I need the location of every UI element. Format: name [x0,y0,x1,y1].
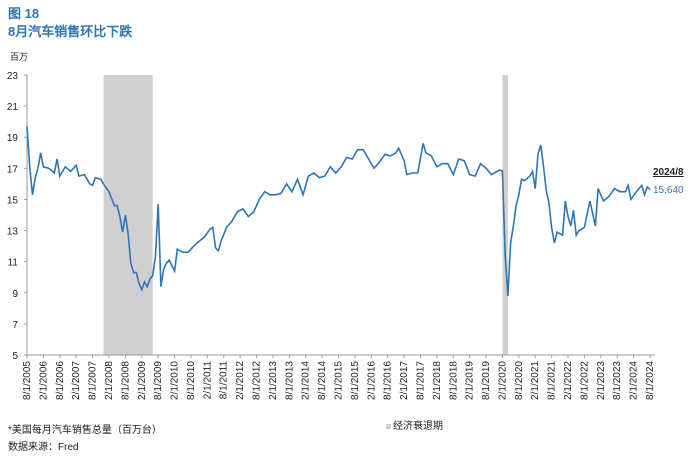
x-tick-label: 8/1/2016 [383,361,394,400]
x-tick-label: 2/1/2009 [137,361,148,400]
x-tick-label: 2/1/2016 [366,361,377,400]
chart-title: 图 18 [8,6,39,21]
annotation-date: 2024/8 [653,167,684,178]
x-tick-label: 2/1/2013 [268,361,279,400]
x-tick-label: 2/1/2024 [629,361,640,400]
chart-subtitle: 8月汽车销售环比下跌 [8,24,133,39]
y-tick-label: 5 [12,351,18,362]
x-tick-label: 2/1/2023 [596,361,607,400]
x-tick-label: 8/1/2017 [415,361,426,400]
x-tick-label: 8/1/2021 [547,361,558,400]
x-tick-label: 8/1/2006 [55,361,66,400]
note: *美国每月汽车销售总量（百万台） [8,423,162,436]
x-tick-label: 8/1/2023 [612,361,623,400]
x-tick-label: 2/1/2014 [301,361,312,400]
x-tick-label: 8/1/2008 [120,361,131,400]
y-tick-label: 7 [12,320,18,331]
x-tick-label: 8/1/2014 [317,361,328,400]
x-tick-label: 8/1/2015 [350,361,361,400]
x-tick-label: 8/1/2007 [88,361,99,400]
y-tick-label: 17 [7,164,19,175]
x-tick-label: 8/1/2005 [22,361,33,400]
x-tick-label: 8/1/2022 [579,361,590,400]
x-tick-label: 2/1/2019 [465,361,476,400]
x-tick-label: 2/1/2021 [530,361,541,400]
legend-label: 经济衰退期 [393,419,443,432]
x-tick-label: 8/1/2012 [252,361,263,400]
annotation-value: 15,640 [653,185,684,196]
recession-band [103,75,153,355]
y-tick-label: 23 [7,71,19,82]
y-tick-label: 9 [12,289,18,300]
x-tick-label: 8/1/2009 [153,361,164,400]
legend-swatch [386,424,391,429]
x-tick-label: 2/1/2010 [170,361,181,400]
x-tick-label: 2/1/2012 [235,361,246,400]
y-unit: 百万 [10,52,28,62]
data-line [26,126,651,296]
x-tick-label: 2/1/2018 [432,361,443,400]
x-tick-label: 2/1/2022 [563,361,574,400]
x-tick-label: 2/1/2007 [71,361,82,400]
y-tick-label: 15 [7,195,19,206]
source: 数据来源：Fred [8,440,79,453]
x-tick-label: 2/1/2011 [202,361,213,400]
recession-band [502,75,508,355]
x-tick-label: 8/1/2018 [448,361,459,400]
x-tick-label: 8/1/2013 [284,361,295,400]
x-tick-label: 8/1/2019 [481,361,492,400]
y-tick-label: 19 [7,133,19,144]
x-tick-label: 8/1/2020 [514,361,525,400]
x-tick-label: 2/1/2020 [497,361,508,400]
x-tick-label: 8/1/2010 [186,361,197,400]
x-tick-label: 8/1/2024 [645,361,656,400]
x-tick-label: 8/1/2011 [219,361,230,400]
x-tick-label: 2/1/2015 [334,361,345,400]
x-tick-label: 2/1/2006 [38,361,49,400]
x-tick-label: 2/1/2008 [104,361,115,400]
y-tick-label: 11 [8,258,19,269]
y-tick-label: 21 [7,102,19,113]
y-tick-label: 13 [7,227,19,238]
x-tick-label: 2/1/2017 [399,361,410,400]
